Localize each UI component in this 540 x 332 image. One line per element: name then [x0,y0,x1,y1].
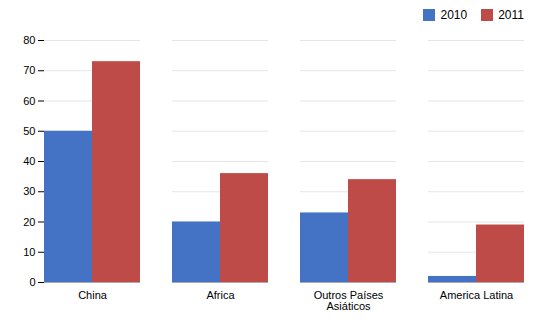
svg-text:30: 30 [23,185,35,197]
svg-text:40: 40 [23,155,35,167]
svg-text:China: China [78,289,108,301]
svg-text:50: 50 [23,125,35,137]
svg-text:America Latina: America Latina [440,289,514,301]
svg-text:Africa: Africa [206,289,235,301]
svg-text:80: 80 [23,34,35,46]
svg-text:20: 20 [23,216,35,228]
html-text:2010: 2010 [440,8,468,22]
svg-text:0: 0 [29,276,35,288]
svg-text:10: 10 [23,246,35,258]
svg-text:Outros PaísesAsiáticos: Outros PaísesAsiáticos [314,289,384,312]
svg-text:70: 70 [23,64,35,76]
svg-text:60: 60 [23,95,35,107]
html-text:2011: 2011 [498,8,524,22]
